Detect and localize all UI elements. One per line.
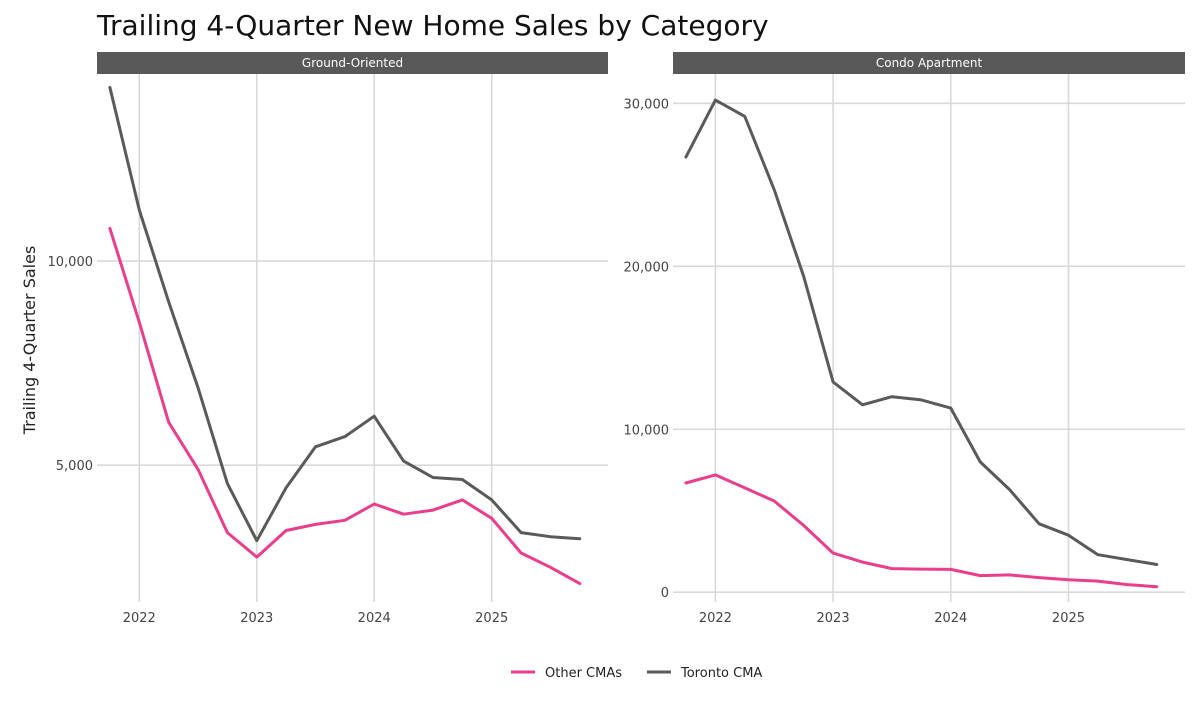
y-tick-label: 20,000 (624, 260, 670, 275)
y-axis-label: Trailing 4-Quarter Sales (20, 246, 39, 436)
panel-ground-oriented: Ground-Oriented 2022 2023 2024 2025 5,000 10,0… (48, 52, 608, 626)
y-tick-label: 30,000 (624, 97, 670, 112)
x-tick-label: 2023 (240, 611, 273, 626)
legend: Other CMAs Toronto CMA (511, 666, 762, 681)
y-tick-label: 5,000 (56, 459, 93, 474)
x-tick-label: 2024 (934, 611, 967, 626)
facet-strip (673, 52, 1185, 74)
panels: Ground-Oriented 2022 2023 2024 2025 5,000 10,0… (48, 52, 1185, 626)
legend-item-other-cmas: Other CMAs (511, 666, 622, 681)
y-tick-label: 10,000 (624, 423, 670, 438)
legend-label: Toronto CMA (680, 666, 762, 681)
x-tick-label: 2025 (1052, 611, 1085, 626)
series-line-other-cmas (108, 226, 582, 586)
x-tick-label: 2025 (475, 611, 508, 626)
series-line-other-cmas (684, 473, 1159, 589)
x-tick-label: 2023 (817, 611, 850, 626)
facet-strip-label: Ground-Oriented (302, 56, 403, 70)
x-tick-label: 2022 (123, 611, 156, 626)
x-tick-label: 2024 (358, 611, 391, 626)
y-tick-label: 10,000 (48, 255, 94, 270)
legend-label: Other CMAs (545, 666, 622, 681)
series-line-toronto-cma (108, 86, 582, 543)
series-line-toronto-cma (684, 98, 1159, 566)
chart-title: Trailing 4-Quarter New Home Sales by Cat… (96, 9, 769, 42)
facet-strip-label: Condo Apartment (876, 56, 983, 70)
panel-condo-apartment: Condo Apartment 2022 2023 2024 2025 0 10,000 20… (624, 52, 1185, 626)
facet-strip (97, 52, 608, 74)
x-tick-label: 2022 (699, 611, 732, 626)
legend-item-toronto-cma: Toronto CMA (647, 666, 762, 681)
y-tick-label: 0 (661, 586, 669, 601)
